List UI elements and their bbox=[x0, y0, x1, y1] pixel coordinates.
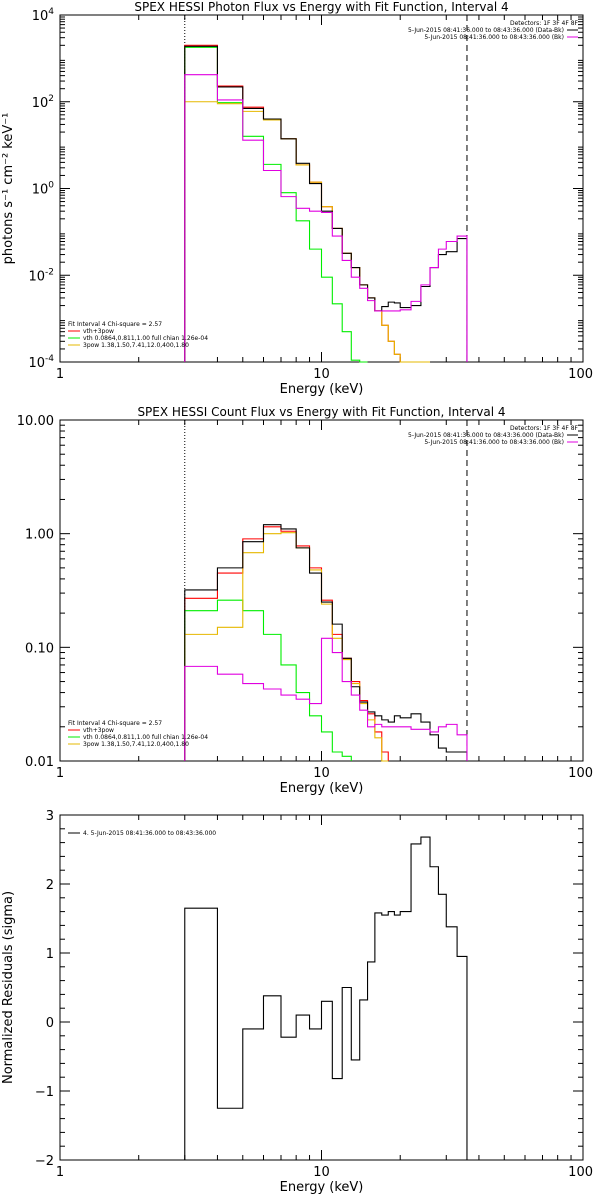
legend-left-entry: vth 0.0864,0.811,1.00 full chian 1.26e-0… bbox=[83, 335, 208, 342]
series-line-1 bbox=[184, 44, 431, 363]
y-tick-label: 0.01 bbox=[25, 755, 54, 770]
series-line-5 bbox=[184, 637, 468, 761]
y-tick-label: 3 bbox=[46, 809, 54, 824]
y-tick-label: 2 bbox=[46, 878, 54, 893]
y-axis-label: photons s⁻¹ cm⁻² keV⁻¹ bbox=[1, 113, 16, 265]
series-line-2 bbox=[184, 599, 352, 761]
y-tick-exponent: -2 bbox=[45, 267, 54, 277]
legend-left-entry: 3pow 1.38,1.50,7.41,12.0,400,1.80 bbox=[83, 342, 189, 349]
x-tick-label: 100 bbox=[568, 766, 593, 781]
legend-right-entry: 5-Jun-2015 08:41:36.000 to 08:43:36.000 … bbox=[424, 439, 564, 446]
legend-left-entry: vth+3pow bbox=[83, 727, 114, 734]
y-tick-label: 10.00 bbox=[17, 414, 54, 429]
panel-1: SPEX HESSI Photon Flux vs Energy with Fi… bbox=[1, 0, 593, 397]
x-tick-label: 10 bbox=[313, 367, 330, 382]
y-tick-exponent: 0 bbox=[48, 181, 54, 191]
y-tick-exponent: 2 bbox=[48, 94, 54, 104]
y-tick-exponent: 4 bbox=[48, 7, 54, 17]
y-tick-label: 102 bbox=[32, 94, 54, 111]
panel-2: SPEX HESSI Count Flux vs Energy with Fit… bbox=[17, 405, 593, 796]
legend-right-entry: 5-Jun-2015 08:41:36.000 to 08:43:36.000 … bbox=[424, 34, 564, 41]
plot-frame bbox=[59, 814, 584, 1161]
series-line-2 bbox=[184, 46, 368, 363]
x-tick-label: 100 bbox=[568, 367, 593, 382]
x-axis-label: Energy (keV) bbox=[280, 781, 364, 796]
y-tick-base: 10 bbox=[28, 269, 45, 284]
x-tick-label: 100 bbox=[568, 1165, 593, 1180]
legend-left-entry: vth+3pow bbox=[83, 328, 114, 335]
x-axis-label: Energy (keV) bbox=[280, 382, 364, 397]
legend-left-header: Fit Interval 4 Chi-square = 2.57 bbox=[68, 321, 162, 328]
legend-left-entry: vth 0.0864,0.811,1.00 full chian 1.26e-0… bbox=[83, 734, 208, 741]
y-tick-exponent: -4 bbox=[45, 354, 54, 364]
legend-right-header: Detectors: 1F 3F 4F 8F bbox=[510, 20, 579, 27]
y-tick-label: 104 bbox=[32, 7, 55, 24]
x-axis-label: Energy (keV) bbox=[280, 1180, 364, 1195]
y-tick-label: 0 bbox=[46, 1016, 54, 1031]
legend-right-header: Detectors: 1F 3F 4F 8F bbox=[510, 425, 579, 432]
y-tick-label: −2 bbox=[35, 1154, 54, 1169]
y-tick-label: −1 bbox=[35, 1085, 54, 1100]
series-line-4 bbox=[184, 45, 468, 362]
y-axis-label: Normalized Residuals (sigma) bbox=[1, 891, 16, 1084]
x-tick-label: 1 bbox=[56, 1165, 64, 1180]
x-tick-label: 10 bbox=[313, 1165, 330, 1180]
legend-left-entry: 4. 5-Jun-2015 08:41:36.000 to 08:43:36.0… bbox=[83, 830, 216, 837]
legend-left-header: Fit Interval 4 Chi-square = 2.57 bbox=[68, 720, 162, 727]
chart-title: SPEX HESSI Photon Flux vs Energy with Fi… bbox=[134, 0, 508, 14]
y-tick-label: 10-4 bbox=[28, 354, 54, 371]
legend-right-entry: 5-Jun-2015 08:41:36.000 to 08:43:36.000 … bbox=[408, 432, 564, 439]
series-line-3 bbox=[184, 101, 431, 363]
x-tick-label: 10 bbox=[313, 766, 330, 781]
y-tick-base: 10 bbox=[32, 183, 49, 198]
y-tick-label: 10-2 bbox=[28, 267, 54, 284]
legend-left-entry: 3pow 1.38,1.50,7.41,12.0,400,1.80 bbox=[83, 741, 189, 748]
y-tick-label: 100 bbox=[32, 181, 55, 198]
y-tick-label: 1.00 bbox=[25, 528, 54, 543]
y-tick-base: 10 bbox=[32, 96, 49, 111]
y-tick-base: 10 bbox=[32, 9, 49, 24]
y-tick-label: 0.10 bbox=[25, 641, 54, 656]
series-line-5 bbox=[184, 74, 468, 362]
series-line-1 bbox=[184, 526, 389, 761]
panel-3: 1 10 100 Energy (keV) −2 −1 0 1 2 3 Normalized Res… bbox=[1, 809, 593, 1195]
series-line-3 bbox=[184, 532, 389, 762]
series-line-4 bbox=[184, 524, 468, 761]
x-tick-label: 1 bbox=[56, 766, 64, 781]
series-line-1 bbox=[184, 836, 468, 1160]
x-tick-label: 1 bbox=[56, 367, 64, 382]
y-tick-base: 10 bbox=[28, 356, 45, 371]
legend-right-entry: 5-Jun-2015 08:41:36.000 to 08:43:36.000 … bbox=[408, 27, 564, 34]
y-tick-label: 1 bbox=[46, 947, 54, 962]
chart-title: SPEX HESSI Count Flux vs Energy with Fit… bbox=[137, 405, 505, 419]
